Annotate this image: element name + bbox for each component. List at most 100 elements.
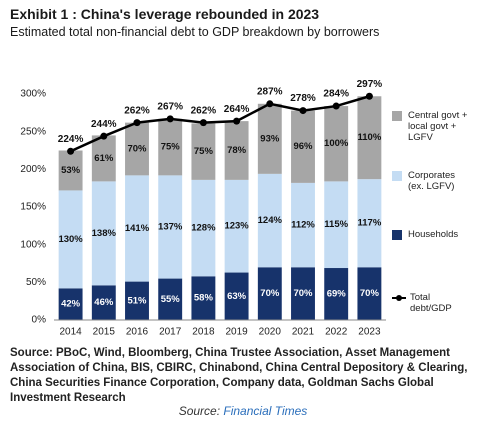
total-line bbox=[70, 95, 370, 153]
bar-segment bbox=[58, 288, 83, 320]
value-label: 262% bbox=[124, 105, 150, 116]
legend-label: Corporates (ex. LGFV) bbox=[408, 170, 455, 192]
bar-segment bbox=[324, 181, 349, 269]
value-label: 55% bbox=[161, 294, 181, 305]
value-label: 262% bbox=[191, 105, 217, 116]
x-tick-label: 2017 bbox=[159, 327, 182, 338]
legend-item: Corporates (ex. LGFV) bbox=[392, 170, 482, 192]
value-label: 244% bbox=[91, 119, 117, 130]
chart-subtitle: Estimated total non-financial debt to GD… bbox=[10, 25, 380, 39]
bar-segment bbox=[191, 276, 216, 320]
bar-segment bbox=[224, 179, 249, 273]
value-label: 53% bbox=[61, 165, 81, 176]
bar-segment bbox=[191, 123, 216, 180]
bar-segment bbox=[257, 103, 282, 174]
bar-segment bbox=[224, 272, 249, 320]
line-marker bbox=[299, 107, 307, 115]
legend-swatch bbox=[392, 171, 402, 181]
value-label: 63% bbox=[227, 291, 247, 302]
value-label: 141% bbox=[125, 223, 150, 234]
bar-segment bbox=[91, 135, 116, 182]
bar-segment bbox=[91, 181, 116, 286]
legend-label: Central govt + local govt + LGFV bbox=[408, 110, 468, 143]
bar-segment bbox=[224, 121, 249, 180]
value-label: 284% bbox=[323, 89, 349, 100]
legend-swatch bbox=[392, 111, 402, 121]
value-label: 138% bbox=[92, 228, 117, 239]
bar-segment bbox=[291, 110, 315, 183]
value-label: 75% bbox=[194, 146, 214, 157]
bar-segment bbox=[91, 285, 116, 320]
value-label: 115% bbox=[324, 219, 348, 230]
value-label: 297% bbox=[357, 79, 383, 90]
value-label: 264% bbox=[224, 104, 250, 115]
value-label: 61% bbox=[94, 153, 114, 164]
legend-label: Households bbox=[408, 229, 459, 240]
y-tick-label: 100% bbox=[20, 239, 46, 250]
bar-segment bbox=[158, 278, 183, 320]
value-label: 70% bbox=[360, 288, 380, 299]
x-tick-label: 2019 bbox=[225, 327, 248, 338]
legend-dot bbox=[396, 295, 402, 301]
chart: 0% 50% 100% 150% 200% 250% 300% 2014 2015 2016 201… bbox=[20, 79, 386, 338]
line-marker bbox=[133, 119, 141, 127]
line-marker bbox=[266, 100, 274, 108]
y-tick-label: 300% bbox=[20, 89, 46, 100]
value-label: 124% bbox=[258, 215, 283, 226]
value-label: 130% bbox=[58, 234, 83, 245]
value-label: 78% bbox=[227, 145, 247, 156]
x-tick-label: 2021 bbox=[292, 327, 315, 338]
value-label: 100% bbox=[324, 138, 349, 149]
y-tick-label: 0% bbox=[32, 315, 47, 326]
y-tick-label: 200% bbox=[20, 164, 46, 175]
bar-segment bbox=[357, 267, 382, 320]
bar-segment bbox=[291, 182, 315, 268]
line-marker bbox=[233, 117, 241, 125]
value-label: 137% bbox=[158, 221, 183, 232]
value-label: 42% bbox=[61, 299, 81, 310]
line-marker bbox=[332, 102, 340, 110]
value-label: 267% bbox=[157, 102, 183, 113]
bar-segment bbox=[357, 96, 382, 180]
bar-segment bbox=[291, 267, 315, 320]
value-label: 112% bbox=[291, 220, 315, 231]
value-label: 75% bbox=[161, 142, 181, 153]
bar-segment bbox=[191, 179, 216, 277]
value-label: 117% bbox=[358, 218, 382, 229]
caption: Source: Financial Times bbox=[0, 404, 486, 418]
line-marker bbox=[67, 147, 75, 155]
value-label: 96% bbox=[293, 141, 313, 152]
line-marker bbox=[166, 115, 174, 123]
bar-segment bbox=[158, 118, 183, 176]
legend-item: Total debt/GDP bbox=[392, 292, 482, 314]
value-label: 70% bbox=[293, 288, 313, 299]
legend-swatch bbox=[392, 292, 406, 302]
bar-segment bbox=[257, 173, 282, 268]
value-label: 224% bbox=[58, 134, 84, 145]
bar-segment bbox=[324, 106, 349, 182]
x-tick-label: 2015 bbox=[93, 327, 116, 338]
value-label: 287% bbox=[257, 86, 283, 97]
bar-segment bbox=[125, 175, 149, 282]
value-label: 70% bbox=[260, 288, 280, 299]
x-tick-label: 2020 bbox=[259, 327, 282, 338]
bar-segment bbox=[158, 175, 183, 279]
value-label: 123% bbox=[224, 221, 249, 232]
line-marker bbox=[100, 132, 108, 140]
value-label: 69% bbox=[327, 289, 347, 300]
chart-title: Exhibit 1 : China's leverage rebounded i… bbox=[10, 6, 320, 22]
x-tick-label: 2022 bbox=[325, 327, 348, 338]
x-tick-label: 2023 bbox=[358, 327, 381, 338]
caption-link[interactable]: Financial Times bbox=[223, 404, 308, 418]
value-label: 51% bbox=[127, 295, 147, 306]
y-tick-label: 50% bbox=[26, 277, 46, 288]
bar-segment bbox=[357, 179, 382, 268]
legend-item: Central govt + local govt + LGFV bbox=[392, 110, 482, 143]
value-label: 58% bbox=[194, 293, 214, 304]
bar-segment bbox=[58, 190, 83, 289]
line-marker bbox=[365, 92, 373, 100]
bar-segment bbox=[125, 281, 149, 320]
value-label: 70% bbox=[127, 144, 147, 155]
x-tick-label: 2016 bbox=[126, 327, 149, 338]
value-label: 128% bbox=[191, 223, 216, 234]
